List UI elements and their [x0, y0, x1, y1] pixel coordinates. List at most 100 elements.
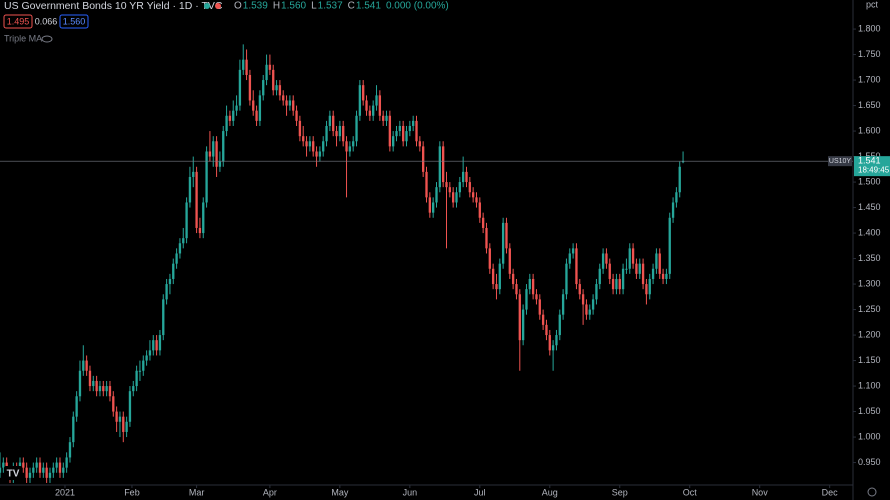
- candle-body: [618, 278, 621, 290]
- unit-label: pct: [866, 0, 879, 9]
- candle-body: [471, 192, 475, 198]
- status-dot: [204, 3, 210, 9]
- candle-body: [338, 125, 342, 137]
- ohlc-value: 1.541: [356, 1, 381, 12]
- candle-body: [62, 467, 65, 473]
- candle-body: [631, 248, 635, 264]
- candle-body: [498, 263, 501, 290]
- candle-body: [85, 360, 88, 371]
- candle-body: [365, 100, 368, 111]
- candle-body: [182, 238, 185, 244]
- candle-body: [568, 253, 571, 264]
- candle-body: [468, 182, 471, 193]
- bid: 1.495: [7, 16, 30, 26]
- candle-body: [75, 396, 78, 417]
- candle-body: [298, 120, 302, 137]
- candle-body: [681, 161, 685, 163]
- candle-body: [272, 69, 275, 91]
- candle-body: [32, 467, 35, 473]
- candle-body: [382, 115, 385, 121]
- candle-body: [511, 273, 515, 285]
- candle-body: [358, 85, 362, 116]
- y-tick-label: 1.800: [858, 23, 881, 33]
- y-tick-label: 1.550: [858, 151, 881, 161]
- candle-body: [375, 95, 378, 106]
- candle-body: [88, 370, 92, 387]
- candle-body: [621, 268, 625, 290]
- candle-body: [312, 141, 315, 152]
- y-tick-label: 1.050: [858, 406, 881, 416]
- candle-body: [578, 284, 581, 295]
- x-tick-label: Feb: [124, 487, 140, 497]
- candle-body: [638, 263, 641, 274]
- candle-body: [38, 462, 42, 473]
- candle-body: [205, 151, 208, 203]
- candle-body: [485, 227, 488, 249]
- candle-body: [72, 416, 75, 443]
- settings-icon[interactable]: [867, 487, 877, 497]
- candle-body: [98, 386, 102, 392]
- candle-body: [138, 370, 142, 372]
- x-tick-label: Dec: [822, 487, 839, 497]
- candle-body: [55, 462, 58, 468]
- indicator-label: Triple MA: [4, 33, 42, 43]
- candle-body: [288, 100, 292, 106]
- candle-body: [461, 171, 465, 183]
- x-tick-label: Nov: [752, 487, 769, 497]
- candle-body: [535, 294, 538, 300]
- candle-body: [435, 187, 438, 203]
- candle-body: [428, 197, 431, 213]
- candle-body: [668, 217, 671, 274]
- candle-body: [325, 125, 328, 142]
- candle-body: [128, 391, 132, 422]
- candle-body: [561, 294, 565, 315]
- plot: [0, 44, 853, 483]
- x-tick-label: Sep: [612, 487, 628, 497]
- candle-body: [132, 386, 135, 392]
- candle-body: [78, 370, 82, 397]
- candle-body: [581, 294, 585, 305]
- candle-body: [551, 345, 555, 351]
- candle-body: [212, 141, 215, 157]
- candle-body: [611, 278, 615, 290]
- candle-body: [605, 253, 608, 264]
- candle-body: [345, 141, 348, 152]
- candle-body: [172, 263, 175, 279]
- candle-body: [185, 202, 188, 239]
- candle-body: [175, 253, 178, 264]
- candle-body: [258, 95, 262, 121]
- candle-body: [501, 222, 505, 264]
- candle-body: [308, 141, 312, 147]
- candle-body: [45, 467, 48, 478]
- candle-body: [458, 182, 461, 193]
- candle-body: [455, 192, 458, 203]
- candle-body: [678, 166, 681, 193]
- ohlc-label: L: [311, 1, 317, 12]
- candle-body: [102, 386, 105, 392]
- candle-body: [148, 350, 152, 356]
- candle-body: [438, 146, 441, 188]
- candle-body: [521, 309, 525, 341]
- candle-body: [425, 171, 428, 198]
- candle-body: [362, 85, 365, 101]
- symbol-title: US Government Bonds 10 YR Yield · 1D · T…: [4, 0, 223, 12]
- candle-body: [105, 386, 108, 392]
- candle-body: [158, 335, 162, 351]
- candle-body: [508, 248, 511, 274]
- y-tick-label: 1.350: [858, 253, 881, 263]
- candle-body: [92, 380, 95, 387]
- candle-body: [628, 248, 631, 269]
- candle-body: [25, 467, 28, 478]
- candle-body: [198, 227, 202, 234]
- price-badge: [854, 156, 890, 177]
- candle-body: [202, 202, 205, 234]
- x-tick-label: Jun: [403, 487, 418, 497]
- eye-icon[interactable]: [41, 35, 53, 43]
- candle-body: [571, 248, 575, 254]
- candle-body: [178, 243, 182, 254]
- candle-body: [615, 278, 618, 290]
- candle-body: [495, 284, 498, 290]
- candle-body: [115, 411, 118, 422]
- candle-body: [481, 217, 485, 228]
- status-dot: [215, 3, 221, 9]
